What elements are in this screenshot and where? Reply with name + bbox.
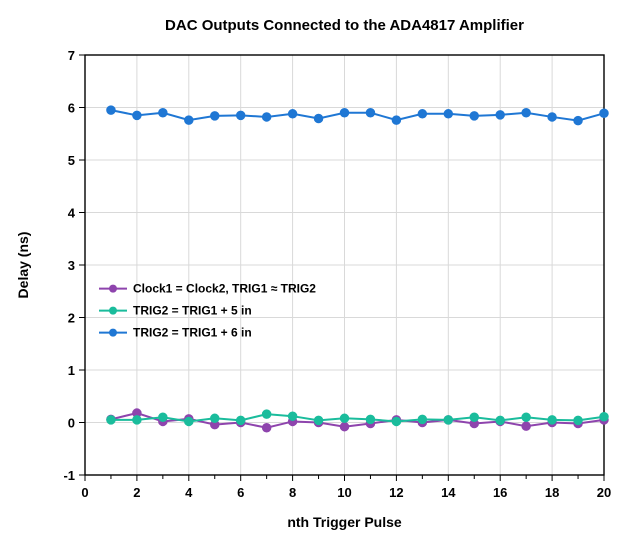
series-marker-2	[600, 109, 608, 117]
series-marker-1	[315, 416, 323, 424]
series-marker-2	[263, 113, 271, 121]
series-marker-2	[237, 111, 245, 119]
y-tick-label: 7	[68, 48, 75, 63]
chart-svg: -10123456702468101214161820Clock1 = Cloc…	[0, 0, 634, 545]
x-tick-label: 20	[597, 485, 611, 500]
series-marker-1	[211, 414, 219, 422]
series-marker-1	[470, 413, 478, 421]
series-marker-2	[418, 110, 426, 118]
series-marker-2	[470, 112, 478, 120]
x-axis-label: nth Trigger Pulse	[287, 514, 402, 530]
x-tick-label: 6	[237, 485, 244, 500]
series-marker-2	[315, 115, 323, 123]
series-marker-2	[133, 111, 141, 119]
y-tick-label: 2	[68, 311, 75, 326]
y-tick-label: 0	[68, 416, 75, 431]
series-marker-1	[392, 417, 400, 425]
series-marker-1	[574, 416, 582, 424]
x-tick-label: 8	[289, 485, 296, 500]
series-marker-1	[366, 415, 374, 423]
x-tick-label: 16	[493, 485, 507, 500]
series-marker-2	[574, 117, 582, 125]
series-marker-2	[444, 110, 452, 118]
y-tick-label: 4	[68, 206, 76, 221]
legend-marker-icon	[109, 307, 117, 315]
series-marker-1	[522, 413, 530, 421]
y-tick-label: 1	[68, 363, 75, 378]
x-tick-label: 10	[337, 485, 351, 500]
y-tick-label: 3	[68, 258, 75, 273]
legend-label-0: Clock1 = Clock2, TRIG1 ≈ TRIG2	[133, 282, 316, 296]
series-marker-2	[107, 106, 115, 114]
series-marker-1	[237, 416, 245, 424]
legend-label-2: TRIG2 = TRIG1 + 6 in	[133, 326, 252, 340]
y-tick-label: 5	[68, 153, 75, 168]
x-tick-label: 0	[81, 485, 88, 500]
x-tick-label: 2	[133, 485, 140, 500]
series-marker-1	[418, 415, 426, 423]
series-marker-1	[548, 416, 556, 424]
legend-marker-icon	[109, 329, 117, 337]
series-marker-1	[444, 416, 452, 424]
series-marker-2	[366, 109, 374, 117]
x-tick-label: 12	[389, 485, 403, 500]
y-tick-label: -1	[63, 468, 75, 483]
x-tick-label: 18	[545, 485, 559, 500]
series-marker-2	[496, 111, 504, 119]
series-marker-1	[289, 412, 297, 420]
series-marker-2	[289, 110, 297, 118]
series-marker-2	[341, 109, 349, 117]
series-marker-1	[341, 414, 349, 422]
series-marker-0	[263, 424, 271, 432]
series-marker-1	[159, 413, 167, 421]
legend-label-1: TRIG2 = TRIG1 + 5 in	[133, 304, 252, 318]
series-marker-2	[392, 116, 400, 124]
series-marker-0	[341, 423, 349, 431]
x-tick-label: 4	[185, 485, 193, 500]
series-marker-2	[548, 113, 556, 121]
series-marker-1	[107, 416, 115, 424]
series-marker-1	[185, 417, 193, 425]
series-marker-0	[522, 422, 530, 430]
series-marker-1	[600, 413, 608, 421]
series-marker-2	[185, 116, 193, 124]
chart-title: DAC Outputs Connected to the ADA4817 Amp…	[165, 17, 524, 34]
series-marker-2	[159, 109, 167, 117]
series-marker-2	[211, 112, 219, 120]
chart-container: -10123456702468101214161820Clock1 = Cloc…	[0, 0, 634, 545]
series-marker-2	[522, 109, 530, 117]
legend-marker-icon	[109, 285, 117, 293]
series-marker-1	[496, 416, 504, 424]
y-tick-label: 6	[68, 101, 75, 116]
x-tick-label: 14	[441, 485, 456, 500]
y-axis-label: Delay (ns)	[15, 232, 31, 299]
series-marker-1	[133, 416, 141, 424]
series-marker-1	[263, 410, 271, 418]
